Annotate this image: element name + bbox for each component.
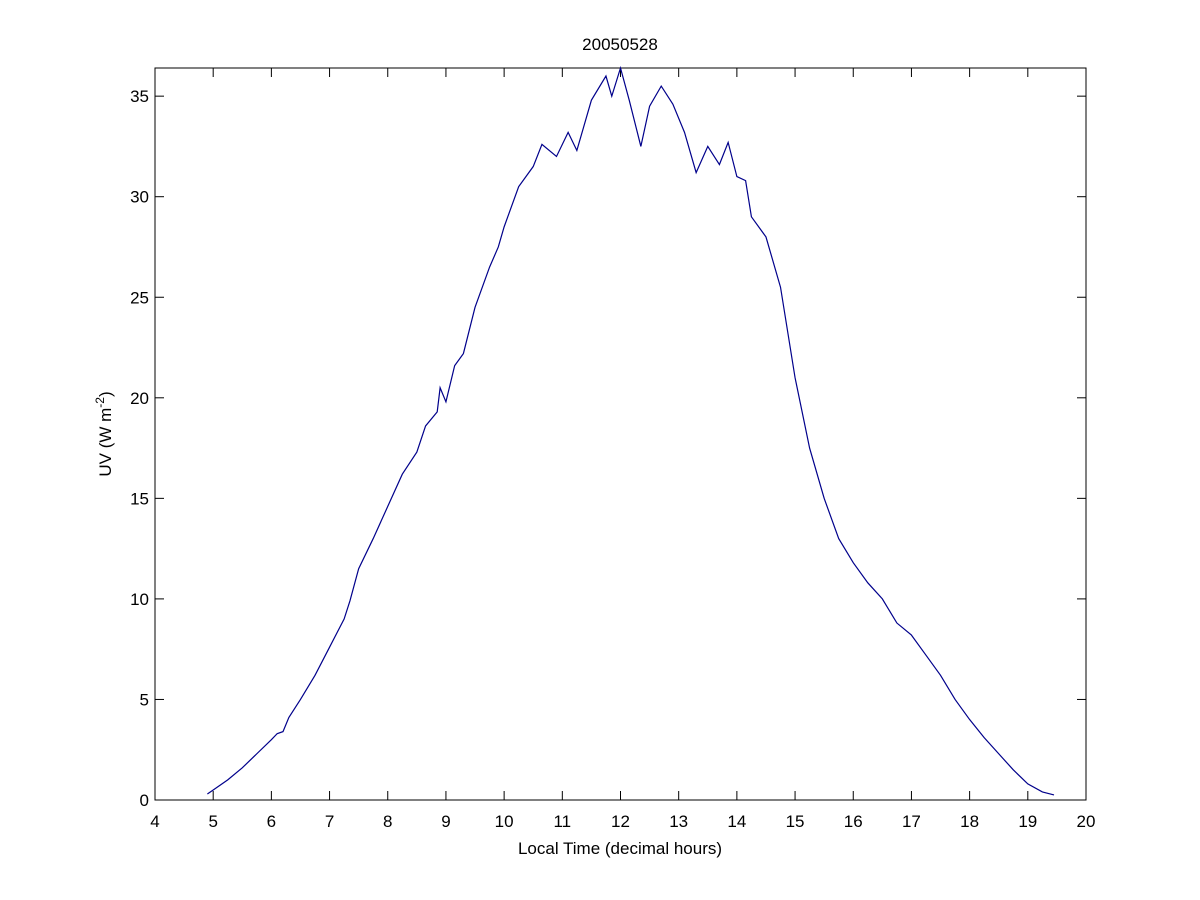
x-tick-label: 7 — [325, 812, 334, 831]
x-tick-label: 17 — [902, 812, 921, 831]
x-tick-label: 8 — [383, 812, 392, 831]
x-tick-label: 15 — [786, 812, 805, 831]
data-line — [207, 65, 1055, 796]
y-tick-label: 35 — [130, 87, 149, 106]
y-label-sup: -2 — [93, 397, 107, 408]
x-tick-label: 5 — [208, 812, 217, 831]
x-tick-label: 4 — [150, 812, 159, 831]
y-label-end: ) — [96, 391, 115, 397]
y-tick-label: 0 — [140, 791, 149, 810]
x-tick-label: 12 — [611, 812, 630, 831]
y-tick-label: 20 — [130, 389, 149, 408]
y-axis-label: UV (W m-2) — [93, 391, 115, 476]
x-tick-label: 18 — [960, 812, 979, 831]
y-tick-label: 15 — [130, 489, 149, 508]
x-tick-label: 9 — [441, 812, 450, 831]
y-label-main: UV (W m — [96, 408, 115, 477]
y-tick-label: 25 — [130, 288, 149, 307]
x-tick-label: 14 — [727, 812, 746, 831]
x-tick-label: 10 — [495, 812, 514, 831]
x-tick-label: 19 — [1018, 812, 1037, 831]
x-tick-label: 13 — [669, 812, 688, 831]
x-tick-label: 20 — [1077, 812, 1096, 831]
x-tick-label: 11 — [553, 812, 571, 831]
x-tick-label: 16 — [844, 812, 863, 831]
y-tick-label: 10 — [130, 590, 149, 609]
y-tick-label: 30 — [130, 188, 149, 207]
chart-title: 20050528 — [582, 35, 658, 54]
x-tick-label: 6 — [267, 812, 276, 831]
x-axis-label: Local Time (decimal hours) — [518, 839, 722, 858]
y-tick-label: 5 — [140, 690, 149, 709]
